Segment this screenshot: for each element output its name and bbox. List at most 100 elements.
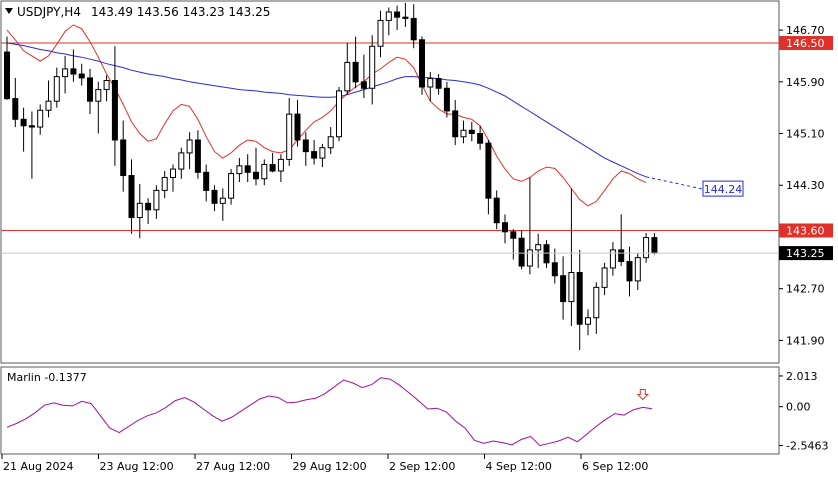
candle	[327, 127, 334, 155]
time-tick-label: 23 Aug 12:00	[100, 460, 174, 473]
candle	[244, 154, 251, 182]
candle	[352, 36, 359, 89]
candle	[95, 81, 102, 134]
time-axis[interactable]: 21 Aug 2024 23 Aug 12:00 27 Aug 12:00 29 Au…	[1, 454, 648, 473]
blue-ma-line	[6, 42, 647, 178]
time-tick-label: 4 Sep 12:00	[486, 460, 552, 473]
candle	[618, 214, 625, 267]
candle	[53, 67, 60, 108]
price-tick-label: 145.10	[786, 128, 825, 141]
candle	[560, 256, 567, 320]
candle	[37, 104, 44, 135]
candle	[319, 143, 326, 168]
indicator-axis: 2.013 0.00 -2.5463	[779, 370, 828, 453]
price-axis[interactable]: 146.70 145.90 145.10 144.30 142.70 141.90 146.…	[1, 24, 833, 347]
candle	[526, 177, 533, 275]
candlesticks	[4, 2, 658, 351]
candle	[170, 164, 176, 192]
candle	[4, 36, 10, 100]
candle	[402, 2, 409, 27]
candle	[626, 246, 633, 297]
candle	[70, 49, 77, 82]
price-tick-label: 146.70	[786, 24, 825, 37]
candle	[427, 72, 434, 102]
candle	[20, 107, 27, 152]
candle	[103, 75, 110, 102]
candle	[111, 46, 118, 166]
candle	[161, 171, 168, 199]
candle	[410, 4, 417, 49]
candle	[45, 80, 52, 118]
indicator-panel[interactable]	[0, 366, 780, 455]
time-tick-label: 21 Aug 2024	[3, 460, 73, 473]
candle	[609, 242, 616, 276]
candle	[477, 125, 484, 150]
candle	[62, 55, 69, 94]
candle	[153, 185, 160, 219]
candle	[493, 190, 500, 230]
candle	[535, 233, 542, 268]
candle	[178, 147, 185, 179]
blue-moving-average: 144.24	[6, 42, 744, 197]
price-panel[interactable]	[0, 0, 780, 364]
price-tick-label: 142.70	[786, 283, 825, 296]
candle	[585, 309, 591, 336]
chart-ohlc: 143.49 143.56 143.23 143.25	[91, 5, 270, 19]
candle	[551, 248, 558, 284]
candle	[128, 159, 135, 234]
candle	[28, 111, 35, 179]
candle	[502, 214, 508, 244]
marlin-line	[6, 377, 653, 447]
time-tick-label: 27 Aug 12:00	[196, 460, 270, 473]
time-tick-label: 2 Sep 12:00	[389, 460, 455, 473]
candle	[435, 74, 442, 95]
candle	[261, 159, 268, 186]
candle	[12, 77, 19, 128]
hline-tag-1	[779, 223, 833, 238]
hline-tag-label: 146.50	[786, 37, 825, 50]
candle	[269, 152, 276, 173]
indicator-tick-label: 2.013	[786, 370, 818, 383]
price-tick-label: 145.90	[786, 76, 825, 89]
candle	[419, 36, 425, 95]
hline-tag-0	[779, 36, 833, 51]
bid-tag-label: 143.25	[786, 247, 825, 260]
candle	[468, 121, 475, 142]
candle	[336, 86, 342, 142]
candle	[576, 249, 583, 351]
triangle-down-icon[interactable]	[5, 8, 13, 14]
candle	[302, 132, 309, 166]
candle	[78, 63, 85, 86]
indicator-tick-label: 0.00	[786, 401, 811, 414]
candle	[294, 99, 301, 147]
time-tick-label: 29 Aug 12:00	[293, 460, 367, 473]
candle	[211, 185, 218, 212]
candle	[377, 10, 384, 58]
candle	[443, 81, 450, 118]
candle	[120, 120, 127, 192]
candle	[228, 169, 235, 205]
candle	[203, 164, 210, 202]
bid-tag	[779, 246, 833, 261]
candle	[219, 188, 226, 221]
chart-symbol: USDJPY,H4	[17, 5, 81, 19]
candle	[510, 229, 517, 260]
price-tick-label: 141.90	[786, 334, 825, 347]
candle	[394, 5, 401, 31]
candle	[311, 139, 318, 165]
candle	[643, 233, 650, 263]
candle	[543, 240, 550, 268]
candle	[601, 262, 608, 296]
candle	[518, 230, 525, 270]
time-tick-label: 6 Sep 12:00	[582, 460, 648, 473]
ma-projection-line	[645, 176, 704, 190]
candle	[485, 139, 492, 215]
candle	[236, 158, 243, 182]
candle	[568, 188, 575, 327]
candle	[634, 253, 641, 290]
candle	[369, 35, 376, 105]
ma-value-box	[702, 180, 744, 197]
candle	[385, 7, 392, 36]
hline-tag-label: 143.60	[786, 224, 825, 237]
